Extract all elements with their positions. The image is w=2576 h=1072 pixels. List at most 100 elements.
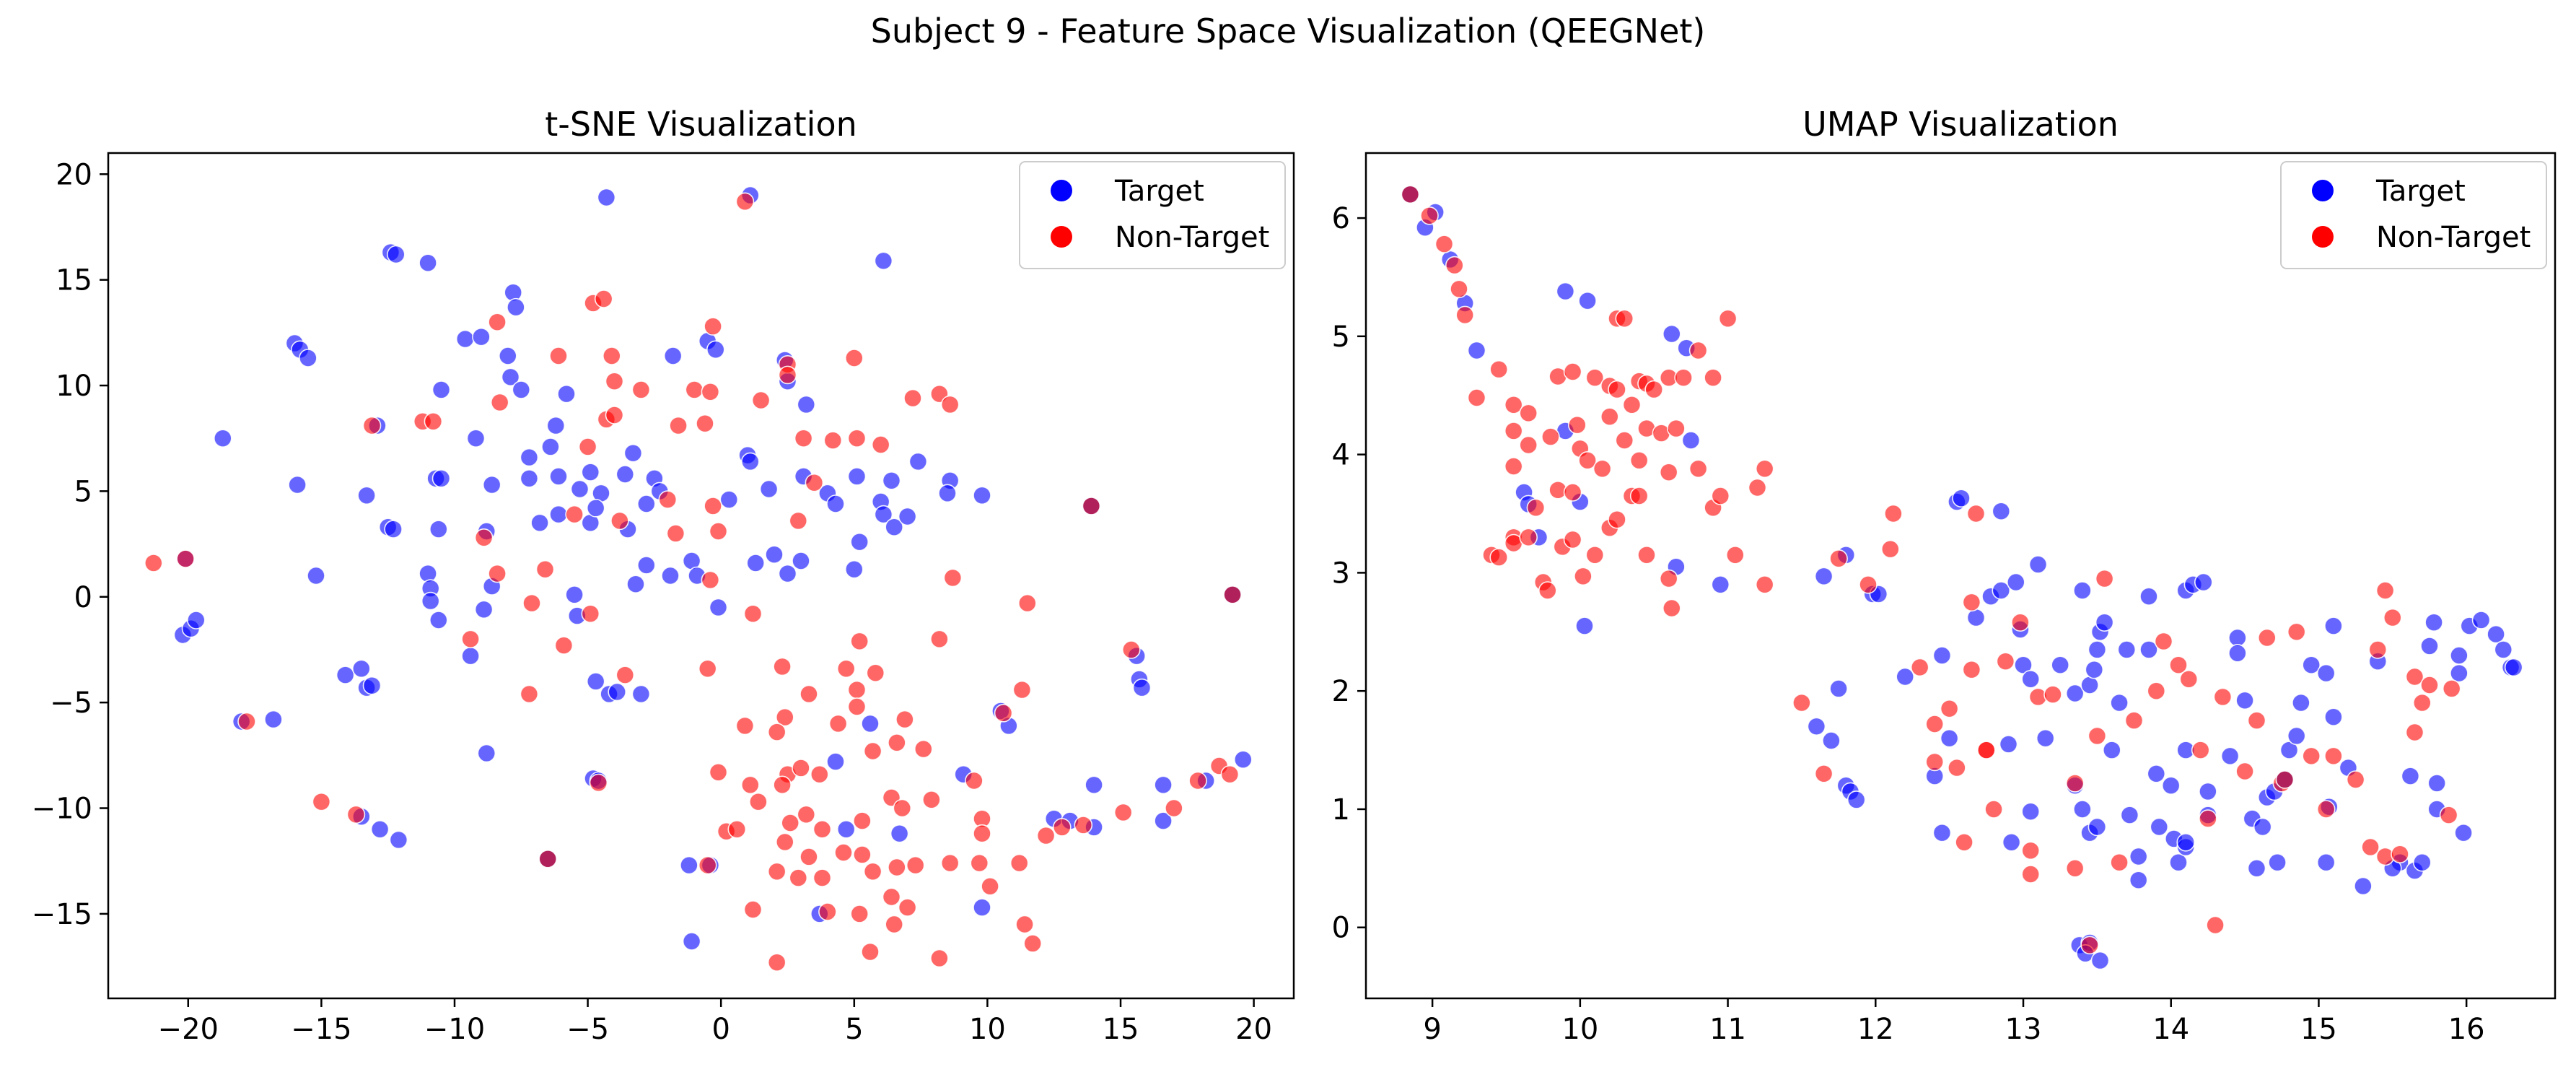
scatter-point-non-target [698,855,717,875]
legend-label-non-target: Non-Target [1115,221,1269,254]
legend-marker-target [2312,180,2334,201]
scatter-point-non-target [2110,853,2129,872]
scatter-point-non-target [1541,427,1560,446]
scatter-point-target [2007,572,2025,592]
scatter-point-non-target [1622,395,1642,414]
scatter-point-non-target [1188,771,1207,790]
scatter-point-target [1829,679,1848,698]
scatter-point-non-target [834,843,853,862]
scatter-point-non-target [922,790,941,809]
x-tick-label: 15 [2300,1013,2337,1046]
scatter-point-target [2454,823,2473,842]
scatter-point-non-target [2065,774,2085,793]
scatter-point-non-target [1053,818,1072,837]
scatter-point-non-target [594,289,613,308]
scatter-point-non-target [2442,679,2461,698]
scatter-point-non-target [871,435,890,454]
scatter-point-target [1952,489,1971,508]
scatter-point-non-target [794,429,813,448]
scatter-point-non-target [853,811,872,830]
scatter-point-non-target [1519,404,1538,423]
scatter-point-target [389,830,408,850]
scatter-point-target [384,520,403,539]
scatter-point-non-target [2316,800,2336,819]
scatter-point-non-target [1489,359,1508,379]
scatter-point-non-target [885,915,903,934]
y-tick-label: 6 [1332,202,1350,235]
scatter-point-non-target [778,365,797,385]
scatter-point-non-target [1829,549,1848,568]
scatter-point-target [2120,806,2139,824]
scatter-point-target [2235,691,2254,710]
scatter-point-non-target [709,522,728,541]
scatter-point-target [1711,575,1730,594]
scatter-point-target [885,518,903,537]
scatter-point-non-target [1940,699,1959,718]
scatter-point-target [1132,678,1152,697]
scatter-point-target [461,646,480,666]
x-tick-label: 11 [1709,1013,1746,1046]
scatter-point-non-target [1489,548,1508,567]
scatter-point-target [1085,775,1103,795]
scatter-point-target [874,505,893,524]
scatter-point-target [615,465,635,484]
scatter-point-target [2253,817,2272,837]
x-tick-label: 10 [969,1013,1006,1046]
scatter-point-non-target [743,900,763,919]
scatter-point-non-target [1504,395,1523,414]
scatter-point-target [792,552,810,570]
scatter-point-target [1234,750,1253,769]
scatter-point-target [2139,587,2158,606]
x-tick-label: 5 [845,1013,863,1046]
scatter-point-target [2150,817,2169,837]
scatter-point-target [520,448,539,467]
scatter-point-non-target [2021,841,2040,860]
scatter-point-non-target [888,733,906,752]
scatter-point-non-target [1574,567,1593,586]
scatter-point-non-target [1644,380,1663,399]
scatter-point-target [973,898,991,917]
scatter-point-target [1932,823,1952,842]
scatter-point-non-target [312,792,331,811]
x-tick-label: −20 [158,1013,219,1046]
scatter-point-non-target [605,372,624,391]
scatter-point-non-target [1659,463,1678,482]
scatter-point-non-target [2080,936,2099,955]
scatter-point-non-target [578,437,597,456]
scatter-point-target [850,532,869,552]
scatter-point-target [357,486,376,505]
scatter-point-non-target [906,855,925,875]
scatter-point-non-target [743,604,763,624]
scatter-point-non-target [1711,487,1730,505]
scatter-point-target [680,855,698,875]
scatter-point-target [2021,802,2040,821]
scatter-point-non-target [698,659,717,679]
scatter-point-non-target [1884,504,1903,523]
scatter-point-non-target [828,714,848,733]
y-tick-label: 0 [74,581,92,614]
scatter-point-non-target [237,712,256,731]
scatter-point-non-target [581,604,600,624]
scatter-point-target [2302,655,2321,675]
scatter-point-non-target [605,406,624,424]
scatter-point-non-target [773,775,792,795]
scatter-point-target [2129,871,2148,889]
scatter-point-non-target [2420,676,2439,694]
scatter-point-non-target [1948,758,1966,777]
scatter-point-target [874,251,893,271]
scatter-point-non-target [767,723,787,741]
scatter-point-target [2424,613,2443,632]
scatter-point-target [826,494,845,513]
scatter-point-target [2316,663,2336,683]
y-tick-label: 1 [1332,793,1350,827]
scatter-point-target [882,471,901,490]
scatter-point-non-target [2147,681,2166,701]
scatter-point-target [2220,746,2240,766]
scatter-point-target [1999,735,2018,754]
scatter-point-non-target [2383,608,2402,627]
scatter-point-target [581,463,600,481]
scatter-point-target [709,598,728,617]
scatter-point-non-target [1420,206,1439,225]
data-points [1401,185,2523,970]
scatter-point-non-target [362,416,382,435]
